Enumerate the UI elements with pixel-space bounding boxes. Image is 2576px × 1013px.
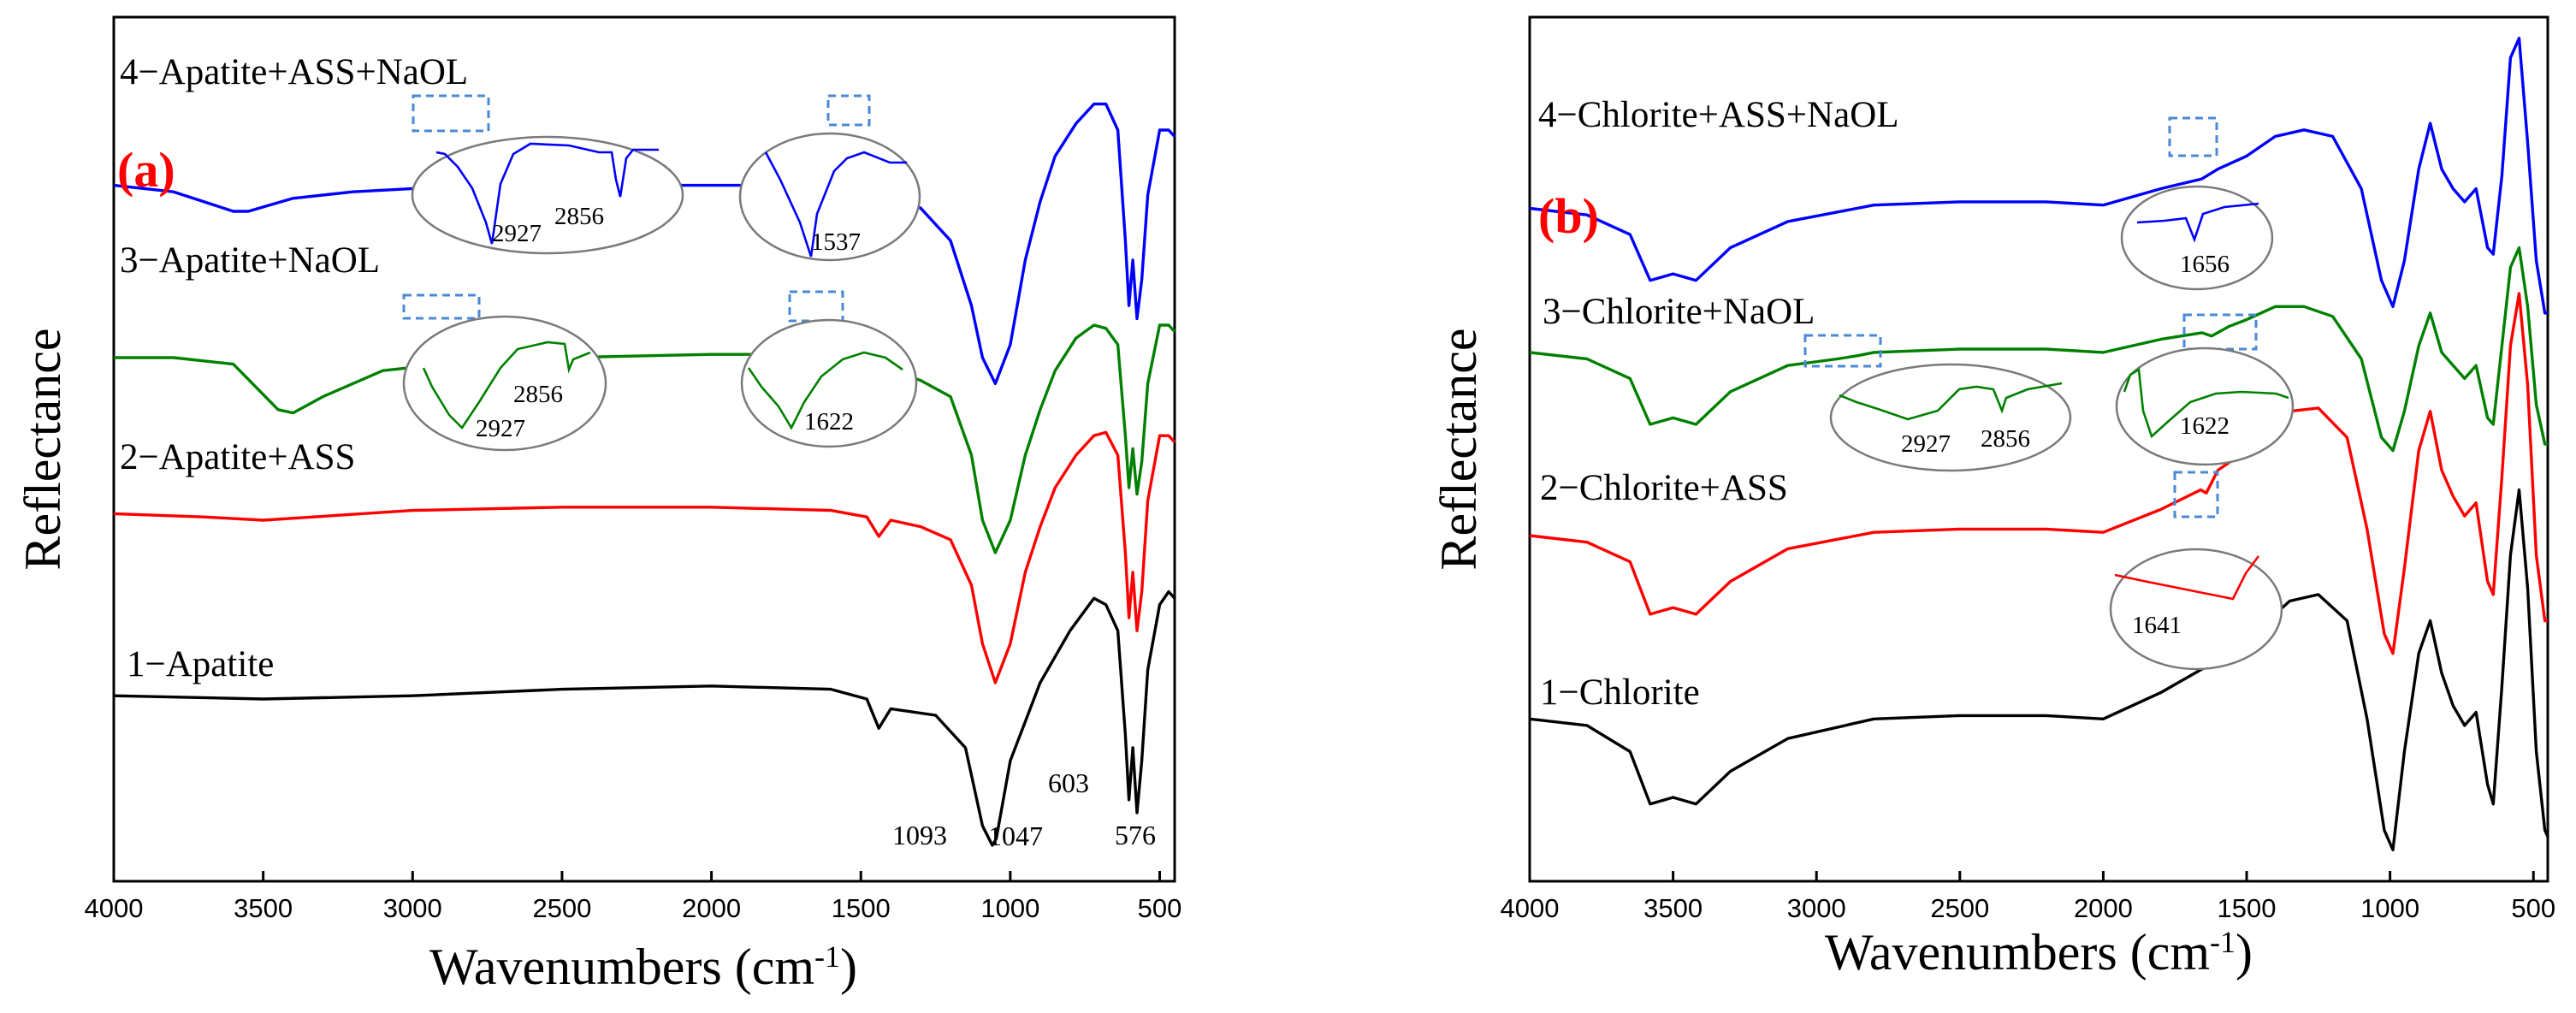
peak-label-576: 576 (1115, 820, 1156, 850)
panel-b-x-tick-label-3000: 3000 (1787, 893, 1846, 923)
panel-a-frame (112, 15, 1176, 883)
highlight-box-a3-2900 (402, 293, 481, 320)
inset-a3-label-2856: 2856 (513, 381, 563, 408)
panel-a-label: (a) (117, 142, 175, 198)
panel-a-x-tick-label-500: 500 (1138, 893, 1182, 923)
curve-label-b2: 2−Chlorite+ASS (1540, 468, 1788, 508)
panel-b-x-ticks: 4000 3500 3000 2500 2000 1500 1000 500 (1501, 871, 2555, 923)
inset-a4-label-1537: 1537 (811, 228, 861, 256)
curve-label-a4: 4−Apatite+ASS+NaOL (120, 52, 468, 92)
panel-b-x-tick-label-1500: 1500 (2218, 893, 2277, 923)
inset-b3-label-2856: 2856 (1981, 425, 2030, 453)
panel-a: 4000 3500 3000 2500 2000 1500 1000 500 (a) 4−Ap… (15, 15, 1182, 995)
inset-a3-1622: 1622 (740, 318, 918, 448)
inset-b4-1656: 1656 (2120, 185, 2274, 291)
panel-a-x-tick-label-3500: 3500 (234, 893, 293, 923)
panel-b-x-axis-title: Wavenumbers (cm-1) (1825, 924, 2253, 980)
inset-a4-1537: 1537 (738, 132, 921, 262)
panel-a-curve-2 (113, 430, 1176, 684)
panel-b-x-tick-label-1000: 1000 (2360, 893, 2419, 923)
peak-label-1047: 1047 (988, 820, 1043, 851)
panel-a-x-tick-label-1000: 1000 (980, 893, 1039, 923)
panel-b-curve-4 (1529, 37, 2548, 315)
panel-b-y-axis-title: Reflectance (1430, 328, 1487, 570)
curve-label-b4: 4−Chlorite+ASS+NaOL (1538, 95, 1899, 135)
curve-label-a3: 3−Apatite+NaOL (120, 240, 380, 281)
panel-a-x-tick-label-3000: 3000 (383, 893, 442, 923)
panel-a-x-tick-label-4000: 4000 (85, 893, 144, 923)
curve-label-a1: 1−Apatite (127, 644, 274, 684)
inset-a3-label-2927: 2927 (476, 415, 525, 442)
inset-b4-label-1656: 1656 (2180, 251, 2230, 278)
panel-b-curve-3 (1529, 246, 2548, 453)
panel-b-curve-1 (1529, 488, 2549, 851)
panel-b: 4000 3500 3000 2500 2000 1500 1000 500 (b) 4−Ch… (1430, 15, 2555, 980)
inset-a4-ch: 2927 2856 (411, 135, 684, 255)
inset-a3-ch: 2927 2856 (402, 315, 607, 452)
panel-a-x-tick-label-2000: 2000 (682, 893, 741, 923)
curve-label-a2: 2−Apatite+ASS (120, 437, 355, 477)
panel-a-y-axis-title: Reflectance (15, 328, 71, 570)
panel-b-x-tick-label-2500: 2500 (1930, 893, 1989, 923)
inset-b3-label-2927: 2927 (1901, 430, 1951, 458)
panel-a-x-axis-title: Wavenumbers (cm-1) (429, 939, 857, 995)
inset-a4-label-2856: 2856 (554, 203, 604, 230)
panel-b-label: (b) (1538, 188, 1599, 244)
highlight-box-a4-2900 (412, 94, 490, 133)
panel-b-curve-2 (1529, 292, 2548, 655)
panel-b-frame (1528, 15, 2549, 883)
curve-label-b3: 3−Chlorite+NaOL (1543, 292, 1815, 332)
curve-label-b1: 1−Chlorite (1540, 672, 1700, 713)
panel-b-curves (1529, 37, 2549, 851)
inset-b3-1622: 1622 (2115, 347, 2295, 466)
panel-b-x-tick-label-3500: 3500 (1643, 893, 1703, 923)
inset-b3-ch: 2927 2856 (1829, 363, 2072, 472)
highlight-box-a4-1537 (826, 94, 871, 127)
panel-b-x-tick-label-4000: 4000 (1501, 893, 1560, 923)
panel-a-curve-1 (113, 589, 1176, 847)
inset-a4-label-2927: 2927 (492, 220, 542, 247)
panel-a-x-tick-label-2500: 2500 (532, 893, 591, 923)
panel-a-x-ticks: 4000 3500 3000 2500 2000 1500 1000 500 (85, 871, 1182, 923)
highlight-box-a3-1622 (788, 290, 844, 323)
inset-b3-label-1622: 1622 (2180, 412, 2230, 440)
inset-b2-label-1641: 1641 (2132, 612, 2182, 639)
highlight-box-b4-1656 (2168, 116, 2218, 157)
inset-a3-label-1622: 1622 (804, 408, 854, 435)
panel-b-x-tick-label-500: 500 (2511, 893, 2555, 923)
highlight-box-b3-2900 (1803, 334, 1882, 368)
panel-a-x-tick-label-1500: 1500 (832, 893, 891, 923)
inset-b2-1641: 1641 (2109, 548, 2283, 671)
peak-label-603: 603 (1048, 767, 1089, 798)
highlight-box-b2-1641 (2173, 471, 2219, 518)
peak-label-1093: 1093 (892, 820, 947, 850)
panel-b-x-tick-label-2000: 2000 (2074, 893, 2133, 923)
